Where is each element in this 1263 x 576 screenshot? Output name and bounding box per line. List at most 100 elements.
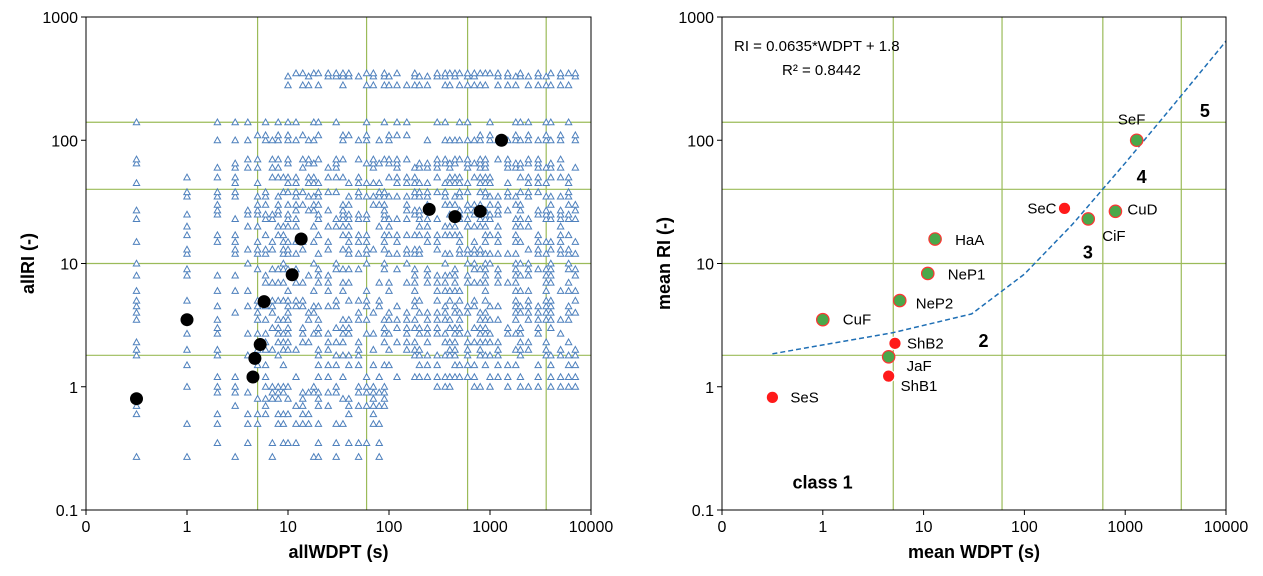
triangle-marker <box>253 130 262 139</box>
triangle-marker <box>369 245 378 253</box>
triangle-marker <box>470 337 479 346</box>
triangle-marker <box>534 178 543 187</box>
triangle-marker <box>470 68 479 77</box>
triangle-marker <box>291 192 301 200</box>
triangle-marker <box>344 214 353 222</box>
triangle-marker <box>445 178 454 187</box>
triangle-marker <box>344 200 353 208</box>
triangle-marker <box>564 264 573 273</box>
site-label-cif: CiF <box>1102 228 1125 245</box>
triangle-marker <box>455 136 464 144</box>
triangle-marker <box>485 315 495 323</box>
triangle-marker <box>291 200 301 208</box>
triangle-marker <box>369 419 378 427</box>
triangle-marker <box>380 360 389 369</box>
triangle-marker <box>291 372 301 381</box>
triangle-marker <box>362 388 371 396</box>
triangle-marker <box>338 394 348 402</box>
triangle-marker <box>182 230 192 239</box>
triangle-marker <box>546 210 555 218</box>
triangle-marker <box>476 159 485 167</box>
triangle-marker <box>423 136 432 144</box>
triangle-marker <box>213 118 222 126</box>
triangle-marker <box>415 372 424 381</box>
triangle-marker <box>410 249 419 257</box>
triangle-marker <box>455 192 464 200</box>
triangle-marker <box>433 323 442 332</box>
triangle-marker <box>392 68 402 77</box>
triangle-marker <box>445 68 454 77</box>
triangle-marker <box>423 329 432 337</box>
black-mean-point <box>253 338 267 352</box>
triangle-marker <box>423 323 432 332</box>
triangle-marker <box>324 163 333 171</box>
triangle-marker <box>375 452 384 460</box>
triangle-marker <box>380 337 389 346</box>
triangle-marker <box>384 214 394 222</box>
triangle-marker <box>314 452 323 460</box>
triangle-marker <box>511 222 520 230</box>
triangle-marker <box>362 210 371 218</box>
triangle-marker <box>324 286 333 294</box>
triangle-marker <box>213 136 222 144</box>
left-mean-point-series <box>130 133 509 406</box>
triangle-marker <box>243 419 252 427</box>
triangle-marker <box>354 178 363 187</box>
triangle-marker <box>268 308 277 316</box>
triangle-marker <box>450 155 460 163</box>
triangle-marker <box>433 163 442 171</box>
triangle-marker <box>503 80 512 89</box>
triangle-marker <box>362 159 371 167</box>
triangle-marker <box>132 214 141 222</box>
triangle-marker <box>455 155 464 163</box>
site-label-nep1: NeP1 <box>948 266 986 283</box>
triangle-marker <box>375 187 384 196</box>
triangle-marker <box>542 302 551 310</box>
triangle-marker <box>309 222 318 230</box>
triangle-marker <box>369 388 378 396</box>
triangle-marker <box>481 315 490 323</box>
triangle-marker <box>493 237 503 245</box>
triangle-marker <box>476 130 485 139</box>
triangle-marker <box>571 200 580 208</box>
triangle-marker <box>243 329 252 337</box>
triangle-marker <box>511 163 520 171</box>
triangle-marker <box>463 68 472 77</box>
triangle-marker <box>279 278 288 286</box>
triangle-marker <box>546 200 555 208</box>
triangle-marker <box>493 345 503 353</box>
triangle-marker <box>231 192 240 200</box>
triangle-marker <box>261 394 270 402</box>
triangle-marker <box>392 323 402 332</box>
triangle-marker <box>516 323 525 332</box>
triangle-marker <box>571 360 580 369</box>
triangle-marker <box>485 214 495 222</box>
triangle-marker <box>274 296 283 304</box>
triangle-marker <box>213 173 222 181</box>
triangle-marker <box>524 130 533 139</box>
triangle-marker <box>485 329 495 337</box>
triangle-marker <box>455 230 464 239</box>
triangle-marker <box>338 130 348 139</box>
triangle-marker <box>283 237 293 245</box>
triangle-marker <box>291 178 301 187</box>
triangle-marker <box>274 394 283 402</box>
left-y-tick-label: 0.1 <box>56 503 78 520</box>
triangle-marker <box>415 230 424 239</box>
triangle-marker <box>362 68 371 77</box>
triangle-marker <box>524 173 533 181</box>
triangle-marker <box>445 372 454 381</box>
left-triangle-series <box>132 68 580 460</box>
triangle-marker <box>384 136 394 144</box>
triangle-marker <box>231 271 240 279</box>
triangle-marker <box>213 419 222 427</box>
triangle-marker <box>415 214 424 222</box>
triangle-marker <box>445 163 454 171</box>
triangle-marker <box>463 345 472 353</box>
triangle-marker <box>410 286 419 294</box>
triangle-marker <box>511 214 520 222</box>
triangle-marker <box>132 159 141 167</box>
triangle-marker <box>441 118 450 126</box>
triangle-marker <box>369 155 378 163</box>
triangle-marker <box>524 72 533 80</box>
